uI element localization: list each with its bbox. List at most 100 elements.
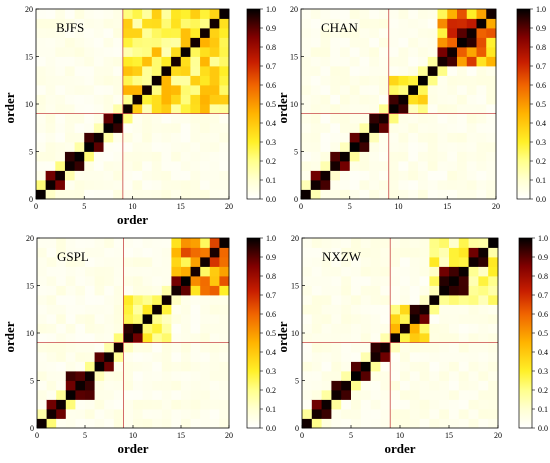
heatmap-cell xyxy=(330,170,341,181)
heatmap-cell xyxy=(388,161,399,171)
heatmap-cell xyxy=(321,238,332,248)
heatmap-cell xyxy=(85,304,95,315)
heatmap-cell xyxy=(113,295,124,305)
heatmap-cell xyxy=(171,333,182,343)
colorbar-tick-label: 0.5 xyxy=(538,329,548,338)
heatmap-cell xyxy=(351,247,362,258)
heatmap-cell xyxy=(55,75,66,86)
heatmap-cell xyxy=(84,180,95,190)
heatmap-cell xyxy=(379,85,390,95)
heatmap-cell xyxy=(219,142,230,152)
heatmap-cell xyxy=(468,247,479,258)
heatmap-cell xyxy=(75,238,86,248)
heatmap-cell xyxy=(161,180,172,190)
heatmap-cell xyxy=(418,66,429,76)
heatmap-cell xyxy=(113,113,124,124)
heatmap-cell xyxy=(200,399,211,410)
heatmap-cell xyxy=(360,276,371,286)
heatmap-cell xyxy=(104,304,115,315)
heatmap-cell xyxy=(320,47,331,57)
heatmap-cell xyxy=(458,361,469,372)
heatmap-cell xyxy=(64,47,75,57)
heatmap-cell xyxy=(171,180,182,190)
heatmap-cell xyxy=(341,238,352,248)
heatmap-cell xyxy=(190,18,201,29)
heatmap-cell xyxy=(330,56,341,67)
heatmap-cell xyxy=(340,56,351,67)
heatmap-cell xyxy=(311,409,322,419)
heatmap-cell xyxy=(104,409,115,419)
heatmap-cell xyxy=(219,390,230,400)
heatmap-cell xyxy=(152,314,163,324)
heatmap-cell xyxy=(142,56,153,67)
heatmap-cell xyxy=(379,56,390,67)
y-axis-label: order xyxy=(275,321,290,352)
heatmap-cell xyxy=(447,28,458,38)
heatmap-cell xyxy=(123,266,134,277)
heatmap-cell xyxy=(113,371,124,381)
heatmap-cell xyxy=(36,170,47,181)
heatmap-cell xyxy=(65,352,76,362)
heatmap-cell xyxy=(171,28,182,38)
heatmap-cell xyxy=(37,409,47,419)
heatmap-cell xyxy=(161,247,172,258)
heatmap-cell xyxy=(103,37,114,48)
heatmap-cell xyxy=(84,47,95,57)
heatmap-cell xyxy=(37,361,47,372)
heatmap-cell xyxy=(65,390,76,400)
heatmap-cell xyxy=(398,47,409,57)
heatmap-cell xyxy=(75,352,86,362)
heatmap-cell xyxy=(301,104,312,114)
heatmap-cell xyxy=(37,276,47,286)
heatmap-cell xyxy=(398,142,409,152)
heatmap-cell xyxy=(486,189,497,200)
heatmap-cell xyxy=(400,247,411,258)
heatmap-cell xyxy=(190,380,201,391)
heatmap-cell xyxy=(447,37,458,48)
heatmap-cell xyxy=(449,399,460,410)
heatmap-cell xyxy=(359,85,370,95)
heatmap-cell xyxy=(75,304,86,315)
heatmap-cell xyxy=(380,390,391,400)
heatmap-cell xyxy=(427,66,438,76)
heatmap-cell xyxy=(400,333,411,343)
heatmap-cell xyxy=(84,161,95,171)
colorbar-tick-label: 0.1 xyxy=(266,405,276,414)
heatmap-cell xyxy=(84,85,95,95)
heatmap-cell xyxy=(359,47,370,57)
heatmap-cell xyxy=(123,323,134,334)
heatmap-cell xyxy=(457,180,468,190)
heatmap-cell xyxy=(113,28,124,38)
heatmap-cell xyxy=(190,170,201,181)
heatmap-cell xyxy=(75,361,86,372)
heatmap-cell xyxy=(123,380,134,391)
heatmap-cell xyxy=(340,123,351,133)
heatmap-cell xyxy=(132,151,143,162)
heatmap-cell xyxy=(219,189,230,200)
heatmap-cell xyxy=(93,75,104,86)
heatmap-cell xyxy=(331,352,342,362)
heatmap-cell xyxy=(302,295,313,305)
heatmap-cell xyxy=(37,266,47,277)
heatmap-cell xyxy=(37,342,47,353)
heatmap-cell xyxy=(56,285,67,296)
heatmap-cell xyxy=(94,390,105,400)
heatmap-cell xyxy=(64,189,75,200)
heatmap-cell xyxy=(331,304,342,315)
heatmap-cell xyxy=(398,56,409,67)
heatmap-cell xyxy=(142,28,153,38)
heatmap-cell xyxy=(400,285,411,296)
heatmap-cell xyxy=(360,238,371,248)
heatmap-cell xyxy=(320,151,331,162)
heatmap-cell xyxy=(64,151,75,162)
heatmap-cell xyxy=(219,104,230,114)
heatmap-cell xyxy=(151,18,162,29)
heatmap-cell xyxy=(380,266,391,277)
heatmap-cell xyxy=(419,323,430,334)
heatmap-cell xyxy=(171,151,182,162)
heatmap-cell xyxy=(478,409,489,419)
heatmap-cell xyxy=(478,333,489,343)
heatmap-cell xyxy=(390,380,401,391)
heatmap-cell xyxy=(476,123,487,133)
heatmap-cell xyxy=(113,9,124,19)
